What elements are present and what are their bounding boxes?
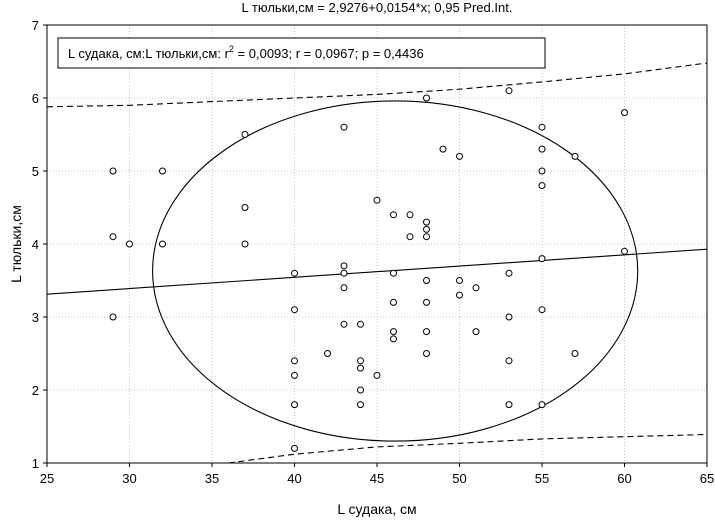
data-point [456, 152, 463, 160]
x-tick-label: 45 [370, 471, 384, 486]
data-point [291, 444, 298, 452]
confidence-ellipse [152, 100, 639, 442]
data-point [423, 350, 430, 357]
y-tick-label: 5 [32, 164, 39, 179]
data-point [538, 255, 546, 263]
data-point [423, 218, 430, 226]
data-point [538, 167, 546, 175]
data-point [538, 145, 546, 153]
y-tick-label: 1 [32, 456, 39, 471]
data-point [324, 350, 331, 357]
data-point [357, 401, 364, 409]
data-point [340, 123, 348, 131]
prediction-interval-lower [228, 433, 707, 463]
data-point [340, 320, 348, 328]
legend-text-suffix: = 0,0093; r = 0,0967; p = 0,4436 [234, 46, 424, 61]
data-point [456, 291, 463, 299]
data-point [340, 269, 348, 277]
data-point [241, 240, 249, 248]
data-point [357, 320, 364, 328]
data-point [357, 364, 364, 372]
data-point [505, 269, 513, 277]
data-point [571, 152, 579, 160]
y-tick-label: 2 [32, 383, 39, 398]
x-tick-label: 30 [122, 471, 136, 486]
data-point [357, 386, 364, 394]
legend-text: L судака, см:L тюльки,см: r2 = 0,0093; r… [68, 44, 424, 61]
data-point [505, 313, 513, 321]
x-tick-label: 40 [287, 471, 301, 486]
data-point [621, 109, 628, 117]
data-point [291, 371, 298, 379]
data-point [291, 306, 298, 314]
data-point [109, 233, 117, 241]
data-point [571, 350, 579, 357]
data-point [423, 328, 430, 336]
legend-box: L судака, см:L тюльки,см: r2 = 0,0093; r… [57, 37, 546, 69]
data-point [472, 328, 480, 336]
regression-line [47, 248, 707, 295]
chart-title: L тюльки,см = 2,9276+0,0154*x; 0,95 Pred… [242, 0, 513, 15]
data-point [538, 123, 546, 131]
data-point [357, 357, 364, 365]
y-tick-label: 6 [32, 91, 39, 106]
data-point [621, 247, 628, 255]
x-tick-label: 50 [452, 471, 466, 486]
data-point [241, 204, 249, 211]
data-point [159, 240, 166, 248]
data-point [390, 335, 397, 343]
data-point [406, 233, 414, 241]
data-point [406, 211, 414, 219]
legend-text-superscript: 2 [229, 44, 234, 54]
x-tick-label: 55 [535, 471, 549, 486]
x-axis-label: L судака, см [337, 501, 416, 517]
data-points [109, 87, 628, 452]
data-point [423, 225, 430, 233]
data-point [109, 313, 117, 321]
data-point [291, 357, 298, 365]
grid-lines [47, 25, 707, 463]
data-point [538, 401, 546, 409]
data-point [439, 145, 447, 153]
y-tick-label: 4 [32, 237, 39, 252]
data-point [390, 298, 397, 306]
data-point [340, 284, 348, 292]
data-point [423, 94, 430, 102]
data-point [538, 182, 546, 190]
data-point [340, 262, 348, 270]
data-point [291, 401, 298, 409]
data-point [241, 131, 249, 138]
data-point [390, 269, 397, 277]
data-point [159, 167, 166, 175]
data-point [109, 167, 117, 175]
x-tick-label: 35 [205, 471, 219, 486]
prediction-interval-upper [47, 62, 707, 108]
data-point [126, 240, 133, 248]
data-point [505, 357, 513, 365]
data-point [505, 401, 513, 409]
y-axis-label: L тюльки,см [8, 205, 24, 283]
data-point [423, 277, 430, 284]
data-point [373, 371, 381, 379]
y-axis-ticks: 1 2 3 4 5 6 7 [32, 18, 47, 471]
x-axis-ticks: 25 30 35 40 45 50 55 60 65 [40, 463, 714, 486]
data-point [390, 211, 397, 219]
y-tick-label: 3 [32, 310, 39, 325]
data-point [291, 269, 298, 277]
data-point [505, 87, 513, 95]
x-tick-label: 60 [617, 471, 631, 486]
data-point [390, 328, 397, 336]
data-point [373, 196, 381, 204]
x-tick-label: 65 [700, 471, 714, 486]
data-point [456, 277, 463, 284]
data-point [472, 284, 480, 292]
x-tick-label: 25 [40, 471, 54, 486]
data-point [423, 233, 430, 241]
data-point [423, 298, 430, 306]
data-point [538, 306, 546, 314]
legend-text-prefix: L судака, см:L тюльки,см: r [68, 46, 230, 61]
y-tick-label: 7 [32, 18, 39, 33]
